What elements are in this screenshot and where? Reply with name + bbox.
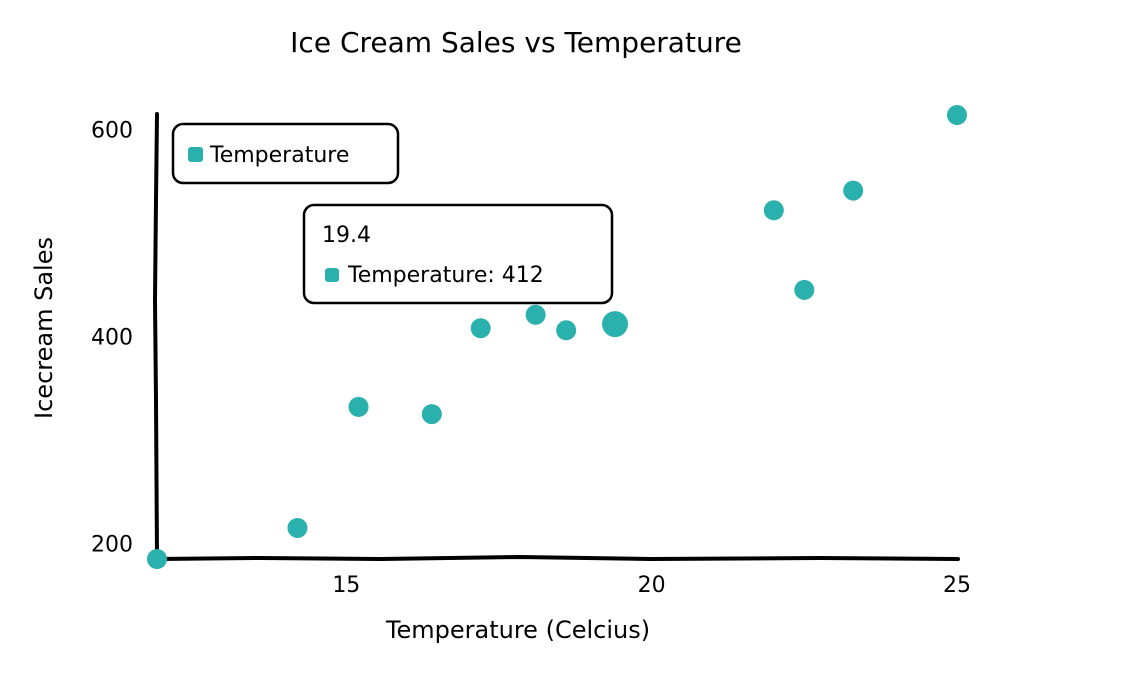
chart-title: Ice Cream Sales vs Temperature [290,26,742,59]
data-point[interactable] [763,200,784,221]
data-point[interactable] [147,549,167,569]
y-tick-labels: 200 400 600 [91,119,133,558]
y-tick-label: 200 [91,532,133,557]
tooltip-title: 19.4 [322,223,371,248]
tooltip-swatch [325,268,339,282]
tooltip-box [302,203,614,305]
data-point[interactable] [470,318,491,339]
tooltip-label: Temperature: 412 [347,263,544,288]
data-points [147,105,967,569]
y-tick-label: 600 [91,119,133,144]
x-tick-label: 25 [943,573,971,598]
legend: Temperature [171,122,400,185]
data-point[interactable] [794,279,815,300]
data-point[interactable] [947,105,967,126]
y-tick-label: 400 [91,326,133,351]
x-tick-labels: 15 20 25 [332,573,971,598]
legend-label: Temperature [209,143,349,168]
data-point[interactable] [421,404,442,425]
data-point[interactable] [843,180,864,201]
legend-swatch [188,147,203,162]
y-axis-line [152,112,159,561]
tooltip: 19.4 Temperature: 412 [302,203,614,305]
x-tick-label: 20 [638,573,666,598]
data-point[interactable] [348,396,369,417]
x-tick-label: 15 [332,573,360,598]
data-point[interactable] [287,517,308,538]
data-point[interactable] [556,320,577,341]
y-axis-label: Icecream Sales [30,237,58,419]
x-axis-line [155,554,960,562]
data-point-highlighted[interactable] [602,311,629,338]
data-point[interactable] [525,304,546,325]
x-axis-label: Temperature (Celcius) [385,616,650,644]
legend-box [171,122,400,185]
